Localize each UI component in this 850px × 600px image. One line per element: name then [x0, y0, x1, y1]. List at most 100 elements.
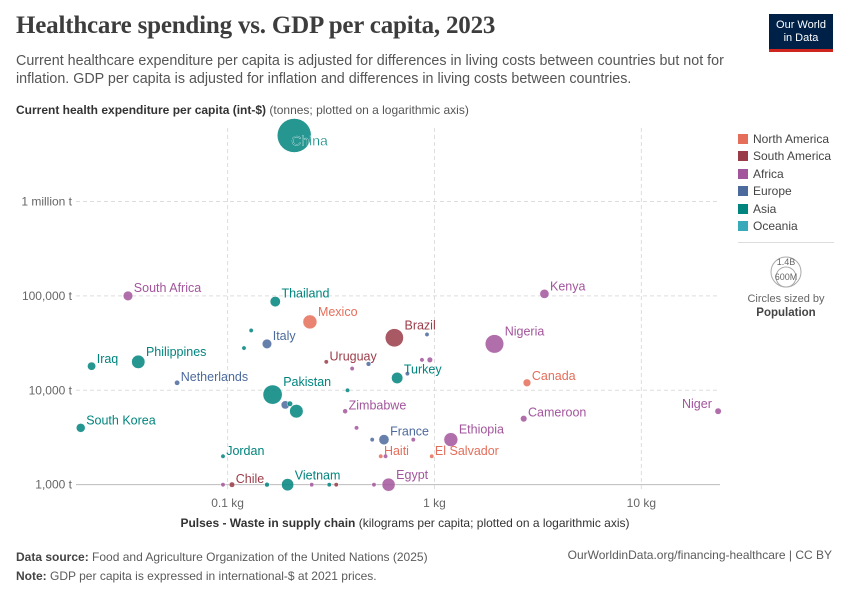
footer-url[interactable]: OurWorldinData.org/financing-healthcare …	[567, 548, 832, 562]
point-cameroon[interactable]	[520, 415, 528, 423]
legend-label: Africa	[753, 166, 784, 181]
point-canada[interactable]	[522, 378, 532, 387]
point-zimbabwe[interactable]	[342, 408, 348, 414]
point-label: Thailand	[281, 286, 329, 300]
point-vietnam[interactable]	[281, 478, 295, 492]
point-label: Uruguay	[330, 350, 378, 364]
point-el-salvador[interactable]	[429, 453, 435, 459]
point-label: El Salvador	[435, 444, 499, 458]
y-axis-title-main: Current health expenditure per capita (i…	[16, 103, 267, 117]
point-jordan[interactable]	[220, 453, 226, 459]
point-south-korea[interactable]	[76, 423, 86, 433]
point-label: France	[390, 425, 429, 439]
legend-item-south-america[interactable]: South America	[738, 148, 831, 166]
point-unlabeled[interactable]	[371, 482, 377, 488]
point-label: Iraq	[97, 352, 119, 366]
x-tick-label: 1 kg	[423, 496, 446, 510]
point-label: Haiti	[384, 444, 409, 458]
point-label: Philippines	[146, 345, 206, 359]
legend-item-europe[interactable]: Europe	[738, 183, 831, 201]
point-unlabeled[interactable]	[369, 437, 375, 443]
legend-divider	[738, 242, 834, 243]
point-unlabeled[interactable]	[333, 482, 339, 488]
y-axis-title-note: (tonnes; plotted on a logarithmic axis)	[269, 103, 469, 117]
point-unlabeled[interactable]	[424, 332, 430, 337]
point-mexico[interactable]	[302, 314, 318, 330]
point-south-africa[interactable]	[122, 290, 134, 301]
point-unlabeled[interactable]	[365, 361, 372, 367]
point-uruguay[interactable]	[323, 359, 329, 365]
point-iraq[interactable]	[87, 361, 96, 371]
size-legend-max: 1.4B	[777, 257, 796, 267]
point-niger[interactable]	[714, 407, 722, 415]
point-label: Kenya	[550, 279, 585, 293]
point-label: China	[291, 132, 328, 148]
point-label: Canada	[532, 369, 576, 383]
point-label: Italy	[273, 329, 297, 343]
point-label: Egypt	[396, 468, 428, 482]
point-unlabeled[interactable]	[404, 371, 410, 377]
point-label: South Korea	[86, 413, 156, 427]
point-ethiopia[interactable]	[443, 432, 459, 447]
source-label: Data source:	[16, 550, 89, 564]
chart-title: Healthcare spending vs. GDP per capita, …	[16, 12, 496, 39]
point-unlabeled[interactable]	[264, 482, 270, 488]
point-label: Mexico	[318, 305, 358, 319]
data-labels: China Pakistan Nigeria Brazil Mexico Ethiopia…	[86, 132, 712, 486]
x-tick-label: 10 kg	[627, 496, 656, 510]
y-tick-label: 10,000 t	[29, 383, 73, 397]
point-china[interactable]	[277, 118, 312, 153]
point-unlabeled[interactable]	[220, 482, 226, 488]
point-unlabeled[interactable]	[286, 400, 293, 407]
point-thailand[interactable]	[269, 296, 281, 308]
point-unlabeled[interactable]	[309, 482, 315, 488]
x-axis-title-note: (kilograms per capita; plotted on a loga…	[358, 516, 630, 530]
owid-logo[interactable]: Our World in Data	[769, 14, 833, 52]
logo-line-1: Our World	[776, 19, 826, 31]
grid-lines	[76, 128, 720, 489]
point-unlabeled[interactable]	[241, 345, 247, 351]
point-label: Turkey	[404, 362, 442, 376]
point-unlabeled[interactable]	[289, 404, 304, 419]
legend-swatch	[738, 151, 748, 162]
point-unlabeled[interactable]	[354, 425, 359, 431]
point-unlabeled[interactable]	[326, 482, 332, 488]
point-unlabeled[interactable]	[345, 387, 350, 393]
data-points	[76, 118, 722, 492]
point-haiti[interactable]	[378, 453, 384, 459]
point-brazil[interactable]	[385, 328, 404, 348]
legend-item-north-america[interactable]: North America	[738, 130, 831, 148]
point-label: Pakistan	[283, 375, 331, 389]
point-italy[interactable]	[261, 338, 272, 349]
point-label: Niger	[682, 397, 712, 411]
legend-item-oceania[interactable]: Oceania	[738, 218, 831, 236]
legend-item-asia[interactable]: Asia	[738, 200, 831, 218]
point-unlabeled[interactable]	[349, 366, 355, 371]
point-unlabeled[interactable]	[410, 437, 416, 443]
y-axis-title: Current health expenditure per capita (i…	[16, 103, 469, 117]
y-tick-label: 100,000 t	[22, 289, 73, 303]
y-axis-ticks: 1,000 t 10,000 t 100,000 t 1 million t	[21, 194, 72, 491]
legend-label: Europe	[753, 184, 792, 199]
source-link[interactable]: Food and Agriculture Organization of the…	[92, 550, 428, 564]
point-netherlands[interactable]	[174, 379, 180, 386]
point-label: Zimbabwe	[349, 399, 407, 413]
point-egypt[interactable]	[381, 477, 396, 492]
point-turkey[interactable]	[391, 372, 404, 384]
point-unlabeled[interactable]	[383, 453, 388, 459]
point-nigeria[interactable]	[484, 334, 504, 354]
point-unlabeled[interactable]	[248, 328, 254, 333]
point-philippines[interactable]	[131, 354, 146, 369]
point-pakistan[interactable]	[262, 384, 283, 405]
point-unlabeled[interactable]	[426, 356, 433, 363]
point-unlabeled[interactable]	[419, 357, 425, 363]
point-france[interactable]	[378, 434, 390, 445]
legend-item-africa[interactable]: Africa	[738, 165, 831, 183]
point-kenya[interactable]	[539, 289, 550, 299]
footer-notes: Data source: Food and Agriculture Organi…	[16, 548, 428, 586]
legend-label: North America	[753, 131, 830, 146]
point-chile[interactable]	[228, 481, 236, 488]
x-axis-title-main: Pulses - Waste in supply chain	[180, 516, 356, 530]
size-legend: 1.4B 600M	[770, 256, 802, 288]
